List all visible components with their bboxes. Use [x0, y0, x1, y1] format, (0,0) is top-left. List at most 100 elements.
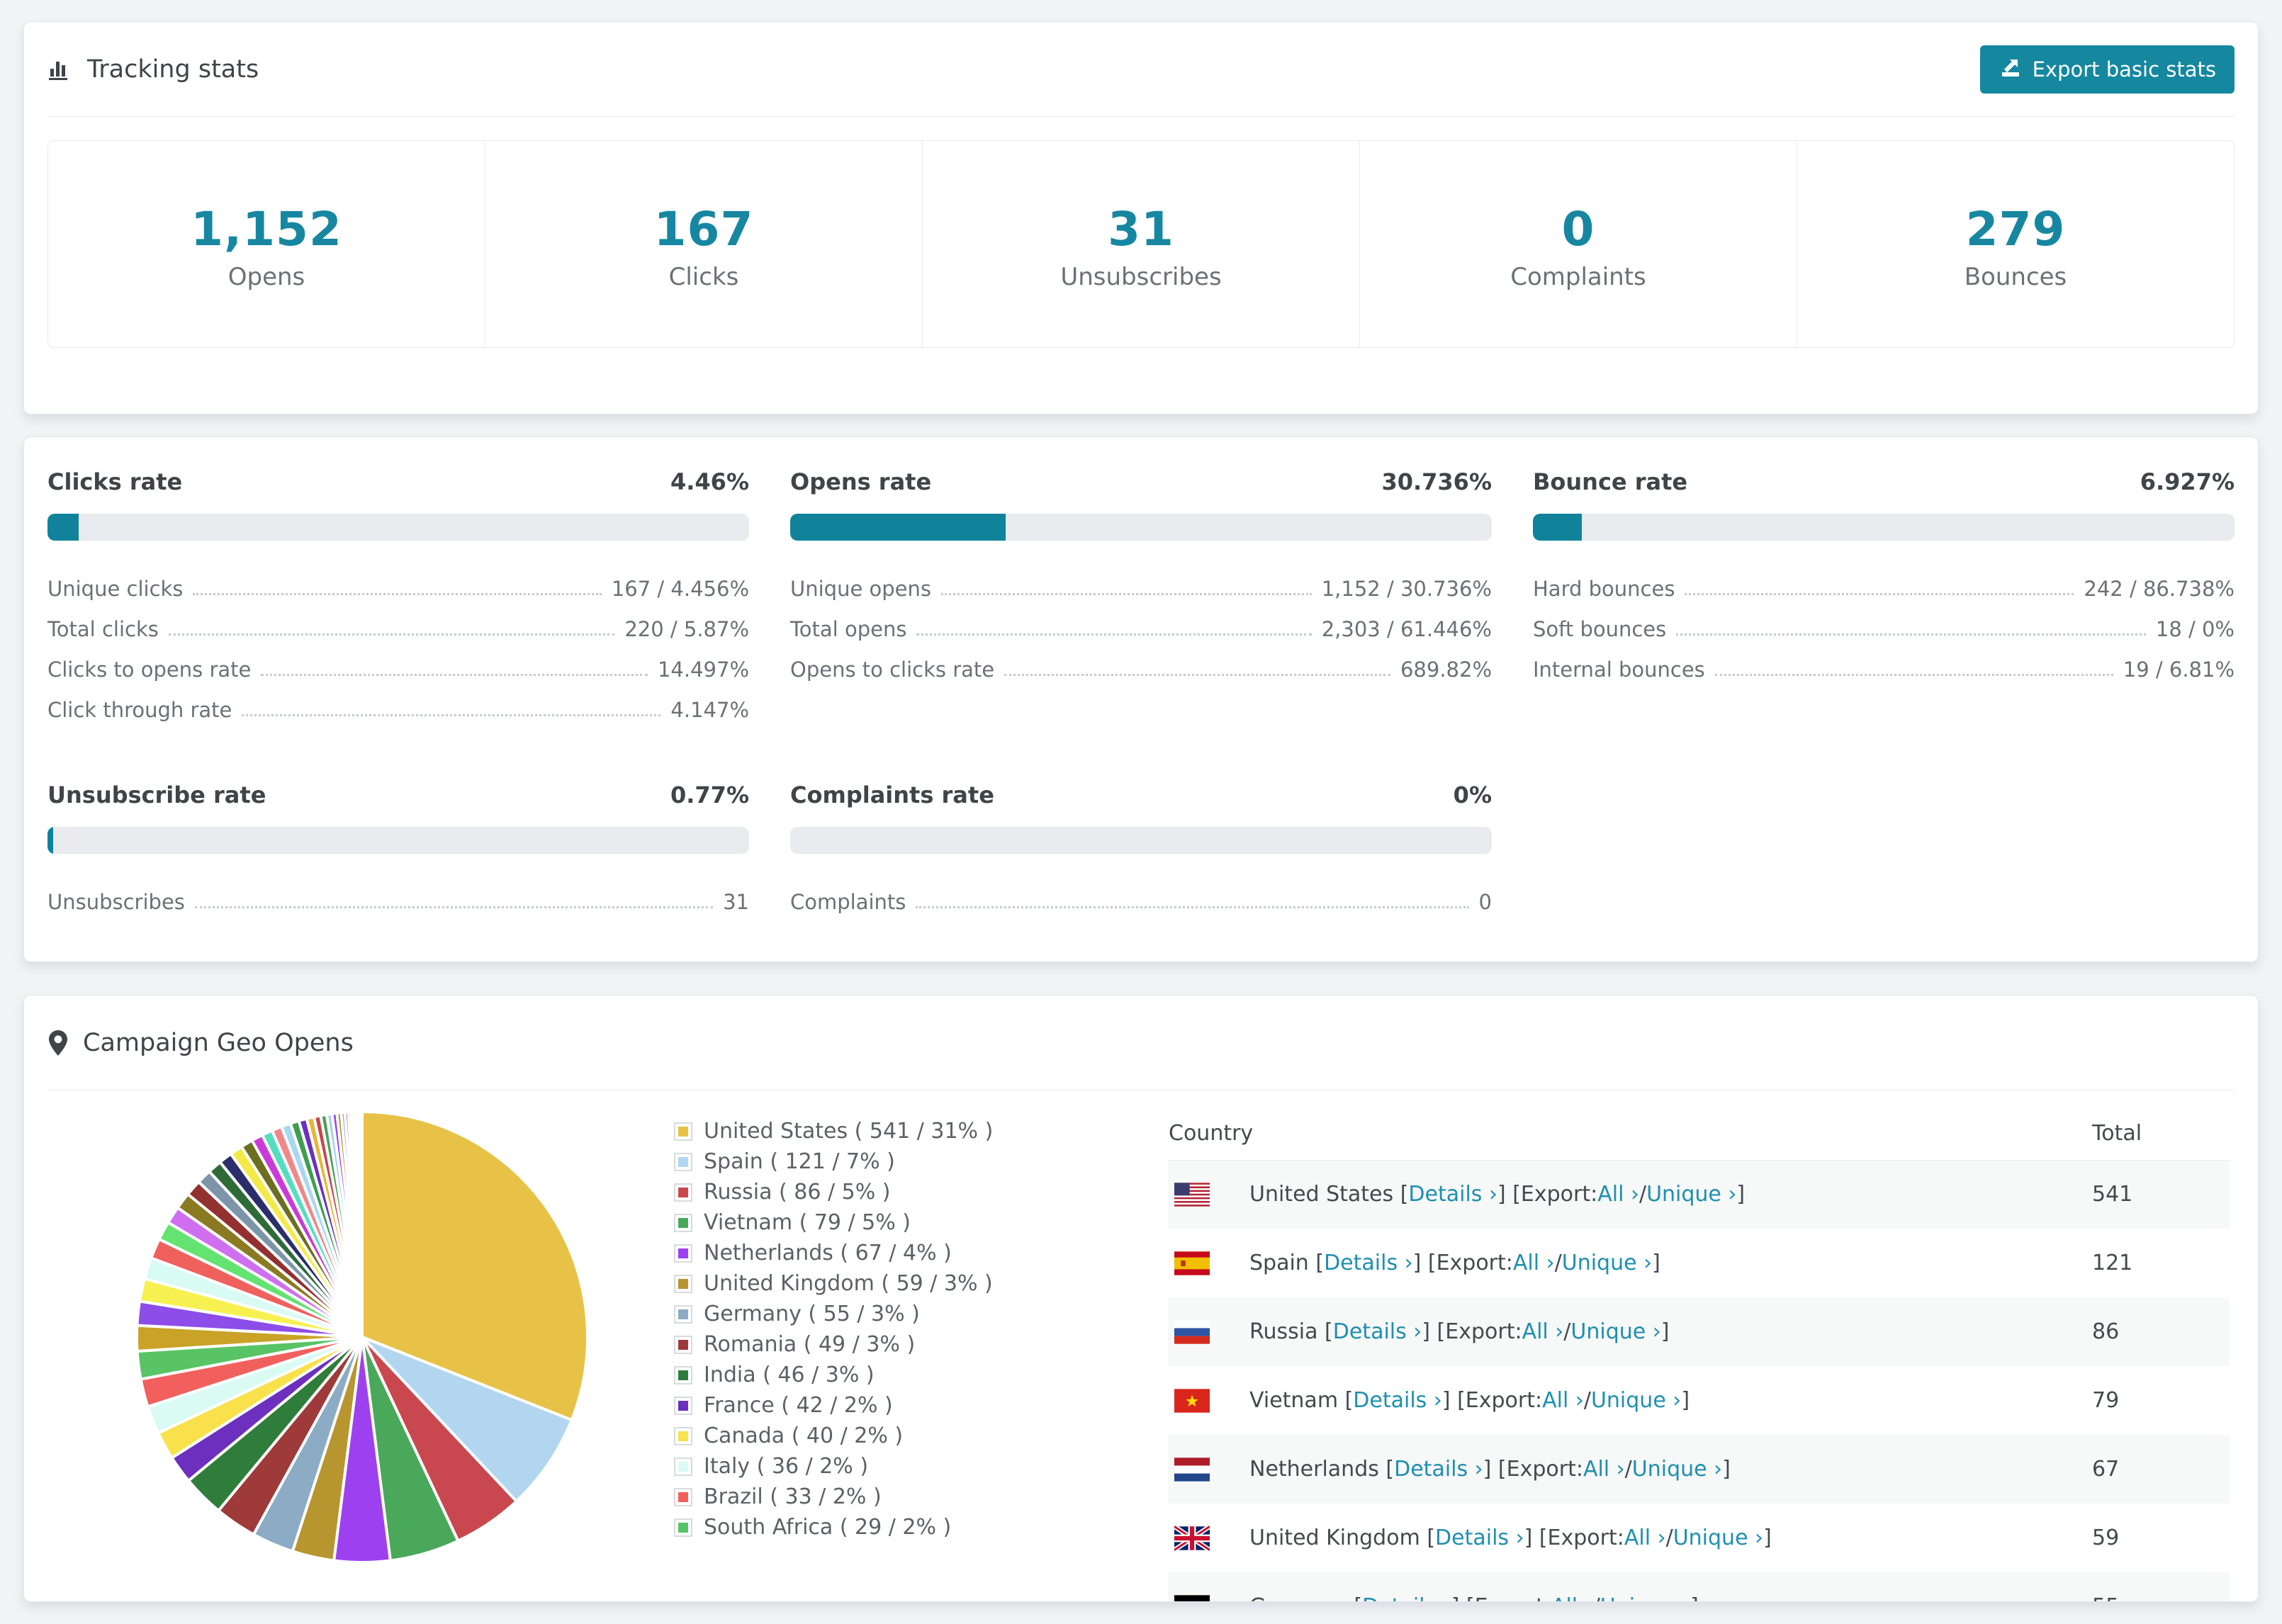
export-all-link[interactable]: All › — [1512, 1251, 1555, 1275]
export-basic-stats-button[interactable]: Export basic stats — [1979, 45, 2235, 94]
legend-swatch — [674, 1335, 692, 1354]
export-all-link[interactable]: All › — [1597, 1182, 1639, 1207]
bracket: ] [ — [1412, 1251, 1437, 1275]
country-name: Germany — [1249, 1594, 1347, 1601]
flag-nl-icon — [1174, 1457, 1210, 1482]
progress-bar-track — [47, 827, 749, 854]
dotted-leader — [242, 714, 661, 716]
legend-label: South Africa ( 29 / 2% ) — [704, 1515, 952, 1540]
legend-item-canada: Canada ( 40 / 2% ) — [674, 1421, 1085, 1451]
country-total: 121 — [2092, 1251, 2133, 1275]
export-unique-link[interactable]: Unique › — [1590, 1388, 1682, 1413]
stat-value: 0 — [1561, 202, 1595, 256]
details-link[interactable]: Details › — [1408, 1182, 1497, 1207]
rate-value: 6.927% — [2140, 468, 2235, 495]
export-all-link[interactable]: All › — [1583, 1457, 1625, 1482]
export-all-link[interactable]: All › — [1624, 1526, 1666, 1550]
legend-swatch — [674, 1487, 692, 1506]
geo-row-vietnam: Vietnam [Details ›] [Export: All › / Uni… — [1168, 1366, 2230, 1435]
details-link[interactable]: Details › — [1394, 1457, 1483, 1482]
export-all-link[interactable]: All › — [1542, 1388, 1584, 1413]
legend-item-india: India ( 46 / 3% ) — [674, 1360, 1085, 1390]
flag-us-icon — [1174, 1182, 1210, 1207]
rate-row-value: 0 — [1478, 890, 1492, 914]
geo-row-spain: Spain [Details ›] [Export: All › / Uniqu… — [1168, 1229, 2230, 1297]
geo-body: United States ( 541 / 31% ) Spain ( 121 /… — [24, 1090, 2258, 1601]
slash: / — [1593, 1594, 1600, 1601]
rate-block-clicks-rate: Clicks rate 4.46% Unique clicks 167 / 4.… — [47, 468, 749, 726]
legend-swatch — [674, 1152, 692, 1171]
country-name: Spain — [1249, 1251, 1309, 1275]
rate-value: 0% — [1453, 782, 1492, 808]
legend-swatch — [674, 1274, 692, 1293]
dotted-leader — [916, 633, 1312, 636]
export-icon — [1999, 55, 2023, 84]
bracket: [ — [1338, 1388, 1354, 1413]
bracket: [ — [1420, 1526, 1436, 1550]
progress-bar-fill — [47, 514, 79, 541]
rate-value: 0.77% — [670, 782, 749, 808]
bracket: ] — [1690, 1594, 1699, 1601]
dotted-leader — [261, 674, 648, 676]
progress-bar-fill — [47, 827, 53, 854]
flag-vn-icon — [1174, 1388, 1210, 1414]
legend-item-south-africa: South Africa ( 29 / 2% ) — [674, 1512, 1085, 1543]
rate-row-opens-to-clicks-rate: Opens to clicks rate 689.82% — [790, 645, 1492, 686]
page-title: Tracking stats — [87, 55, 259, 84]
stat-value: 31 — [1108, 202, 1174, 256]
slash: / — [1563, 1319, 1571, 1344]
stat-label: Unsubscribes — [1060, 263, 1222, 291]
rate-title: Opens rate — [790, 468, 932, 495]
stat-value: 167 — [653, 202, 754, 256]
rate-row-value: 18 / 0% — [2155, 617, 2235, 641]
details-link[interactable]: Details › — [1324, 1251, 1413, 1275]
bracket: ] [ — [1497, 1182, 1521, 1207]
bar-chart-icon — [47, 57, 73, 82]
stat-complaints: 0 Complaints — [1360, 141, 1797, 347]
export-all-link[interactable]: All › — [1551, 1594, 1593, 1601]
country-total: 67 — [2092, 1457, 2120, 1482]
legend-swatch — [674, 1213, 692, 1232]
country-name: United States — [1249, 1182, 1394, 1207]
details-link[interactable]: Details › — [1353, 1388, 1442, 1413]
bracket: ] [ — [1451, 1594, 1475, 1601]
details-link[interactable]: Details › — [1435, 1526, 1524, 1550]
stat-label: Bounces — [1964, 263, 2067, 291]
progress-bar-fill — [1533, 514, 1582, 541]
rate-block-opens-rate: Opens rate 30.736% Unique opens 1,152 / … — [790, 468, 1492, 726]
details-link[interactable]: Details › — [1362, 1594, 1451, 1601]
slash: / — [1639, 1182, 1647, 1207]
export-unique-link[interactable]: Unique › — [1646, 1182, 1737, 1207]
stat-value: 279 — [1965, 202, 2066, 256]
rate-title: Clicks rate — [47, 468, 183, 495]
export-unique-link[interactable]: Unique › — [1673, 1526, 1764, 1550]
export-unique-link[interactable]: Unique › — [1561, 1251, 1653, 1275]
legend-swatch — [674, 1426, 692, 1445]
export-unique-link[interactable]: Unique › — [1631, 1457, 1723, 1482]
dotted-leader — [1676, 633, 2146, 636]
country-column-header: Country — [1168, 1107, 2091, 1161]
campaign-geo-opens-card: Campaign Geo Opens United States ( 541 /… — [23, 995, 2259, 1602]
stat-label: Opens — [227, 263, 305, 291]
geo-row-germany: Germany [Details ›] [Export: All › / Uni… — [1168, 1572, 2230, 1601]
legend-swatch — [674, 1183, 692, 1202]
geo-row-united-states: United States [Details ›] [Export: All ›… — [1168, 1160, 2230, 1229]
details-link[interactable]: Details › — [1332, 1319, 1422, 1344]
rate-title: Complaints rate — [790, 782, 994, 808]
legend-label: France ( 42 / 2% ) — [704, 1393, 893, 1418]
pie-legend: United States ( 541 / 31% ) Spain ( 121 /… — [674, 1116, 1085, 1601]
rate-row-total-clicks: Total clicks 220 / 5.87% — [47, 605, 749, 645]
geo-row-russia: Russia [Details ›] [Export: All › / Uniq… — [1168, 1297, 2230, 1366]
export-unique-link[interactable]: Unique › — [1600, 1594, 1690, 1601]
bracket: [ — [1317, 1319, 1333, 1344]
geo-pie-chart — [128, 1090, 596, 1601]
rate-row-value: 4.147% — [670, 698, 749, 722]
export-all-link[interactable]: All › — [1522, 1319, 1564, 1344]
slash: / — [1624, 1457, 1632, 1482]
rate-row-click-through-rate: Click through rate 4.147% — [47, 686, 749, 726]
progress-bar-track — [790, 827, 1492, 854]
rate-row-value: 2,303 / 61.446% — [1321, 617, 1492, 641]
export-unique-link[interactable]: Unique › — [1570, 1319, 1661, 1344]
export-label: Export: — [1506, 1457, 1583, 1482]
country-total: 59 — [2092, 1526, 2120, 1550]
